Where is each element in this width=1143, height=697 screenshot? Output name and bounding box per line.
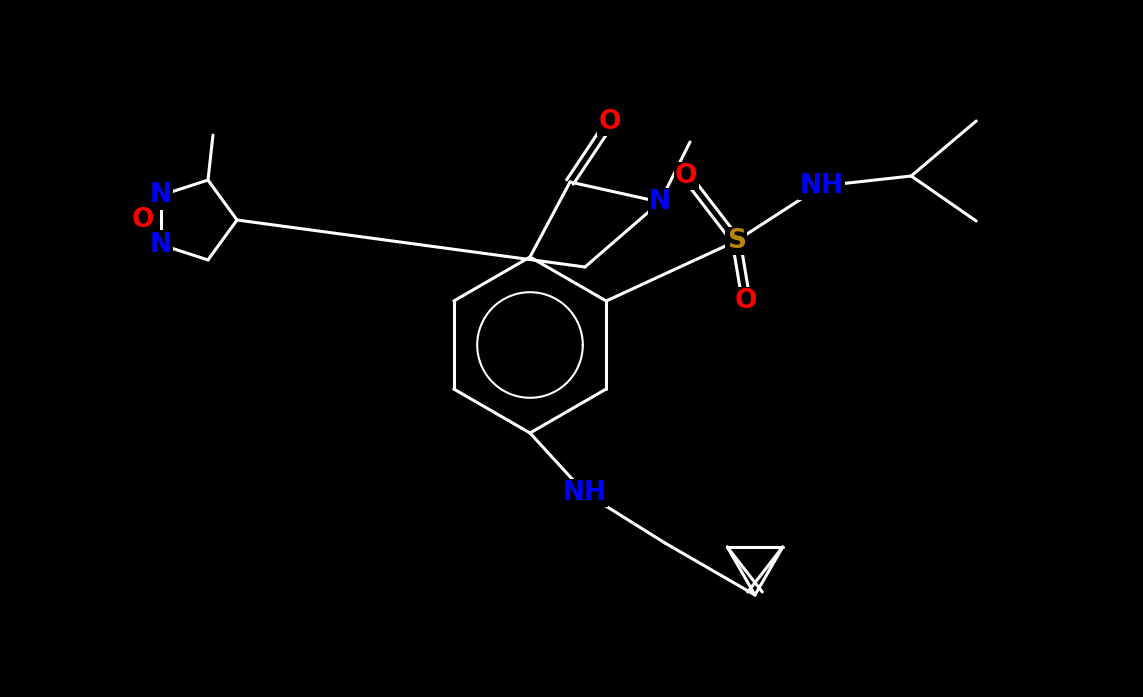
- Text: O: O: [735, 288, 758, 314]
- Text: N: N: [150, 231, 171, 258]
- Text: O: O: [599, 109, 622, 135]
- Text: O: O: [131, 207, 154, 233]
- Text: N: N: [649, 189, 671, 215]
- Text: NH: NH: [563, 480, 607, 506]
- Text: O: O: [676, 163, 697, 189]
- Text: NH: NH: [799, 173, 844, 199]
- Text: N: N: [150, 183, 171, 208]
- Text: S: S: [727, 228, 745, 254]
